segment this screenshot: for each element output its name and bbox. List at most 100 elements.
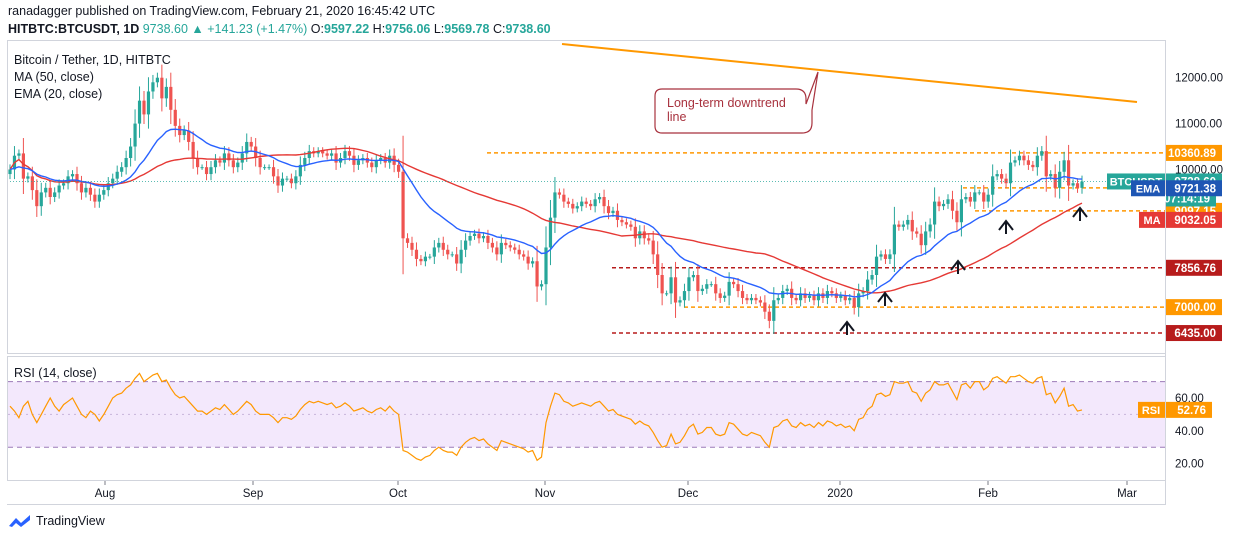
candle-body [129, 146, 133, 158]
candle-body [379, 158, 383, 161]
candle-body [968, 197, 972, 202]
symbol-header: HITBTC:BTCUSDT, 1D 9738.60 ▲ +141.23 (+1… [8, 22, 551, 36]
candle-body [209, 167, 213, 175]
ma-value-label-box [1166, 211, 1222, 228]
candle-body [959, 199, 963, 223]
candle-body [321, 151, 325, 154]
candle-body [763, 302, 767, 312]
candle-body [557, 192, 561, 195]
tradingview-logo-icon [9, 515, 30, 527]
candle-body [539, 284, 544, 287]
candle-body [566, 201, 570, 204]
ohlc-high-label: H: [372, 22, 386, 36]
candle-body [48, 187, 52, 197]
candle-body [155, 77, 159, 83]
candle-body [629, 224, 633, 227]
candle-body [62, 183, 66, 186]
candle-body [213, 160, 218, 168]
candle-body [405, 238, 410, 243]
candle-body [1000, 174, 1004, 179]
ema-20-line [9, 128, 1083, 298]
candle-body [602, 197, 606, 207]
candle-body [1022, 155, 1026, 161]
candle-body [240, 153, 244, 163]
candle-body [169, 86, 173, 110]
rsi-tick-label: 20.00 [1175, 459, 1204, 471]
candle-body [1075, 183, 1080, 188]
candle-body [562, 194, 566, 202]
candle-body [781, 291, 785, 298]
candle-body [66, 176, 70, 184]
candle-body [1044, 151, 1048, 177]
candle-body [754, 297, 758, 301]
candle-body [21, 153, 25, 179]
candle-body [446, 249, 450, 255]
candle-body [124, 158, 128, 168]
ohlc-low: 9569.78 [444, 22, 490, 36]
level-label-3-box [1166, 259, 1222, 276]
rsi-band [8, 381, 1165, 448]
candle-body [973, 192, 977, 202]
candle-body [504, 242, 508, 246]
candle-body [852, 297, 856, 308]
time-tick-label: Oct [389, 488, 408, 500]
candle-body [513, 247, 517, 250]
candle-body [544, 247, 548, 285]
candle-body [593, 199, 597, 207]
candle-body [97, 194, 101, 202]
candle-body [977, 192, 981, 194]
candle-body [673, 277, 678, 303]
candle-body [714, 284, 718, 294]
candle-body [142, 100, 146, 115]
rsi-value-label: 52.76 [1177, 405, 1206, 417]
candle-body [1071, 183, 1075, 186]
candle-body [115, 171, 119, 179]
candle-body [624, 222, 628, 225]
candle-body [146, 91, 151, 115]
candle-body [1017, 155, 1022, 161]
legend-rsi: RSI (14, close) [14, 366, 97, 380]
candle-body [441, 242, 445, 250]
candle-body [727, 281, 731, 296]
candle-body [883, 254, 888, 259]
candle-body [289, 178, 293, 184]
candle-body [164, 86, 168, 99]
candle-body [486, 236, 490, 243]
support-arrow-icon [877, 291, 893, 306]
candle-body [204, 167, 209, 175]
candle-body [758, 300, 762, 303]
candle-body [955, 210, 959, 223]
candle-body [656, 254, 660, 275]
candle-body [861, 291, 865, 294]
time-tick-label: Feb [978, 488, 998, 500]
support-arrow-icon [950, 259, 966, 274]
candle-body [455, 254, 459, 264]
candle-body [347, 151, 352, 156]
candle-body [924, 231, 928, 246]
candle-body [749, 297, 754, 301]
candle-body [651, 240, 655, 255]
candle-body [1049, 174, 1053, 177]
candle-body [414, 249, 419, 259]
series-name-box-ema [1131, 180, 1165, 197]
candle-body [428, 256, 432, 258]
candle-body [450, 254, 454, 256]
candle-body [794, 297, 798, 301]
support-arrow-icon [839, 320, 855, 335]
candle-body [508, 245, 512, 248]
candle-body [196, 158, 200, 168]
candle-body [874, 256, 879, 275]
candle-body [919, 233, 923, 246]
candle-body [571, 203, 575, 209]
candle-body [352, 155, 356, 165]
candle-body [120, 167, 124, 172]
candle-body [531, 261, 535, 264]
candle-body [812, 295, 816, 301]
candle-body [888, 254, 892, 259]
candle-body [915, 231, 919, 234]
ohlc-close: 9738.60 [505, 22, 551, 36]
time-tick-label: Mar [1117, 488, 1137, 500]
candle-body [669, 277, 673, 294]
candle-body [472, 233, 477, 236]
